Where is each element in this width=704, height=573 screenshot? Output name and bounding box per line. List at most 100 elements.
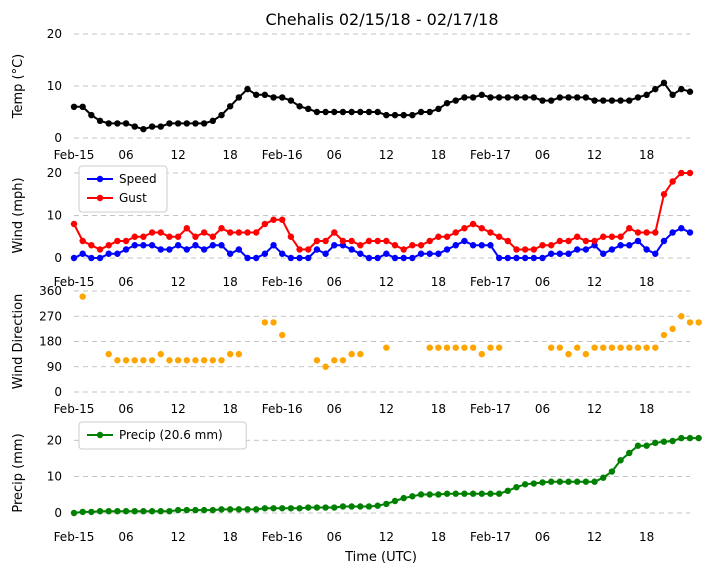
- data-point: [244, 254, 251, 262]
- data-point: [88, 242, 95, 249]
- data-point: [400, 494, 407, 502]
- data-point: [296, 103, 303, 110]
- data-point: [105, 350, 112, 358]
- panel-3: 0 90 180 270 360 Feb-15 06 12 18 Feb-16 06 12 18 Feb-…: [11, 284, 702, 416]
- data-point: [200, 229, 208, 236]
- x-tick-label: 06: [118, 148, 133, 162]
- data-point: [626, 344, 633, 351]
- data-point: [70, 254, 78, 262]
- data-point: [270, 242, 277, 249]
- data-point: [174, 506, 182, 514]
- data-point: [530, 254, 538, 262]
- data-point: [495, 94, 503, 101]
- data-point: [426, 237, 433, 245]
- x-tick-label: 12: [587, 402, 602, 416]
- data-point: [513, 246, 520, 253]
- data-point: [591, 344, 598, 351]
- data-point: [114, 250, 121, 257]
- data-point: [574, 94, 581, 101]
- data-point: [252, 229, 260, 236]
- data-point: [391, 497, 399, 505]
- data-point: [617, 233, 624, 240]
- data-point: [279, 94, 286, 101]
- data-point: [686, 169, 694, 177]
- x-tick-label: 18: [223, 275, 238, 289]
- data-point: [660, 331, 668, 339]
- data-point: [313, 246, 321, 253]
- data-point: [574, 233, 581, 240]
- data-point: [452, 229, 459, 236]
- data-point: [582, 246, 590, 253]
- data-point: [634, 442, 642, 449]
- data-point: [270, 505, 277, 512]
- data-point: [131, 233, 138, 240]
- data-point: [409, 493, 416, 500]
- x-tick-label: 06: [327, 530, 342, 544]
- x-tick-label: 06: [535, 530, 550, 544]
- data-point: [322, 250, 329, 257]
- data-point: [461, 490, 468, 497]
- data-point: [348, 237, 355, 245]
- data-point: [582, 350, 590, 358]
- data-point: [252, 506, 260, 513]
- data-point: [469, 94, 477, 101]
- x-tick-label: 18: [639, 275, 654, 289]
- y-axis-label: Temp (°C): [11, 54, 26, 120]
- data-point: [200, 506, 208, 514]
- data-point: [192, 506, 199, 514]
- data-point: [409, 242, 416, 249]
- data-point: [235, 350, 243, 358]
- data-point: [270, 319, 277, 326]
- data-point: [313, 504, 321, 511]
- data-point: [547, 242, 555, 249]
- data-point: [148, 229, 156, 236]
- y-axis-label: Wind (mph): [11, 177, 26, 253]
- x-tick-label: 12: [379, 402, 394, 416]
- data-point: [626, 449, 633, 457]
- data-point: [339, 108, 347, 116]
- data-point: [331, 242, 338, 249]
- data-point: [591, 237, 598, 245]
- data-point: [166, 246, 173, 253]
- data-point: [686, 319, 694, 326]
- data-point: [461, 94, 468, 101]
- data-point: [530, 480, 538, 487]
- legend-label: Precip (20.6 mm): [119, 428, 223, 442]
- data-point: [478, 242, 485, 249]
- data-point: [495, 233, 503, 240]
- data-point: [209, 233, 217, 240]
- data-point: [148, 242, 156, 249]
- data-point: [634, 344, 642, 351]
- data-point: [426, 344, 433, 351]
- data-point: [235, 229, 243, 236]
- data-point: [495, 254, 503, 262]
- data-point: [357, 350, 364, 358]
- chart-title: Chehalis 02/15/18 - 02/17/18: [265, 10, 498, 29]
- data-point: [417, 108, 425, 116]
- data-point: [218, 225, 225, 232]
- data-point: [487, 242, 494, 249]
- x-tick-label: 06: [118, 530, 133, 544]
- x-tick-label: Feb-16: [262, 530, 303, 544]
- data-point: [96, 507, 104, 515]
- data-point: [192, 233, 199, 240]
- data-point: [574, 344, 581, 351]
- data-point: [443, 490, 451, 497]
- data-point: [192, 242, 199, 249]
- data-point: [600, 97, 607, 104]
- data-point: [174, 357, 182, 364]
- x-tick-label: 18: [639, 530, 654, 544]
- data-point: [513, 94, 520, 101]
- data-point: [669, 91, 676, 99]
- legend-box: [78, 421, 247, 450]
- data-point: [643, 91, 650, 99]
- x-tick-label: 18: [431, 402, 446, 416]
- data-point: [105, 507, 112, 515]
- data-point: [556, 237, 564, 245]
- data-point: [261, 220, 269, 228]
- y-tick-label: 10: [47, 470, 62, 484]
- data-point: [122, 246, 130, 253]
- data-point: [131, 123, 138, 130]
- data-point: [226, 250, 234, 257]
- data-point: [565, 478, 572, 485]
